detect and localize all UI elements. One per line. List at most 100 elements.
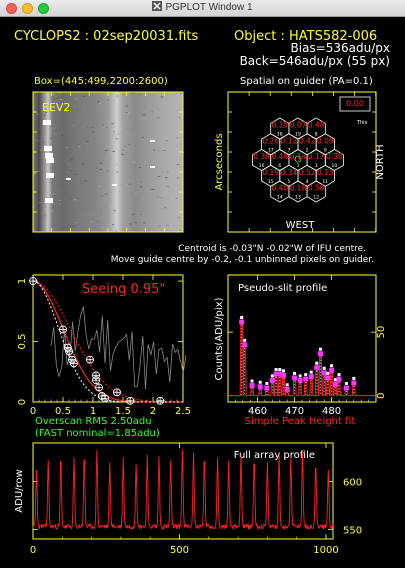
noise-speck (132, 161, 135, 163)
noise-speck (108, 198, 112, 200)
guider-ticks (227, 91, 377, 233)
window-titlebar[interactable]: PGPLOT Window 1 (0, 0, 405, 17)
noise-speck (179, 143, 183, 145)
slit-peak-square (269, 377, 275, 383)
noise-speck (67, 171, 69, 173)
slit-peak-square (273, 371, 279, 377)
fibre-value: 0.12 (281, 136, 298, 145)
noise-speck (160, 216, 164, 218)
seeing-point (156, 396, 165, 405)
noise-speck (128, 147, 130, 149)
noise-speck (40, 149, 43, 151)
bright-spot (66, 178, 71, 180)
noise-speck (171, 148, 174, 150)
window-controls (6, 3, 49, 14)
noise-speck (171, 178, 174, 180)
noise-speck (131, 102, 134, 104)
fibre-value: 0.07 (290, 121, 307, 130)
noise-speck (126, 127, 128, 129)
zoom-button[interactable] (38, 3, 49, 14)
noise-speck (33, 172, 37, 174)
noise-speck (115, 138, 118, 140)
fibre-number: 7 (287, 147, 290, 153)
noise-speck (102, 113, 104, 115)
noise-speck (33, 229, 36, 230)
seeing-ytick-label: 0 (17, 399, 28, 405)
fibre-number: 11 (322, 179, 328, 185)
image-ccd-label: EEV2 (42, 101, 70, 114)
seeing-point-cross (101, 394, 109, 402)
noise-speck (50, 210, 54, 212)
fibre-value: 0.19 (262, 168, 279, 177)
noise-speck (167, 171, 169, 173)
noise-speck (179, 229, 181, 231)
seeing-point (101, 394, 109, 403)
fibre-number: 8 (315, 132, 318, 138)
noise-speck (157, 176, 160, 178)
fibre-value: 0.48 (271, 152, 288, 161)
noise-speck (66, 141, 69, 142)
bright-spot (112, 184, 117, 186)
noise-speck (95, 108, 99, 110)
fibre-value: 0.14 (290, 152, 307, 161)
noise-speck (40, 141, 44, 143)
noise-speck (69, 224, 72, 226)
fibre-value: 0.48 (308, 121, 325, 130)
seeing-point-cross (156, 397, 164, 405)
fibre-value: 0.34 (281, 168, 298, 177)
seeing-point-cross (29, 277, 37, 285)
slit-peak-top (322, 366, 326, 370)
reference-fibre: 0.00 This (339, 96, 371, 126)
slit-peak-square (297, 377, 303, 383)
slit-xtick-label: 470 (285, 406, 304, 417)
noise-speck (79, 206, 82, 208)
slit-peak (277, 368, 283, 377)
noise-speck (53, 128, 55, 130)
noise-speck (54, 133, 57, 135)
seeing-xtick-label: 1.5 (115, 406, 131, 417)
seeing-point-cross (113, 388, 121, 396)
noise-speck (93, 123, 95, 125)
close-button[interactable] (6, 3, 17, 14)
minimize-button[interactable] (22, 3, 33, 14)
seeing-xtick-label: 0.5 (55, 406, 71, 417)
fibre-number: 17 (268, 147, 274, 153)
slit-peak-top (344, 382, 348, 386)
fibre-number: 1 (297, 163, 300, 169)
slit-peak-square (292, 375, 298, 381)
guider-north-label: NORTH (375, 144, 386, 179)
noise-speck (153, 149, 155, 151)
slit-peak-square (329, 367, 335, 373)
seeing-point (29, 277, 37, 285)
noise-speck (99, 168, 103, 170)
slit-panel: 460 470 480 0 50 Pseudo-slit profile Counts(… (214, 274, 387, 427)
noise-speck (103, 153, 105, 155)
seeing-point (69, 359, 78, 368)
noise-speck (58, 203, 61, 205)
bright-spot (45, 198, 53, 203)
noise-speck (67, 224, 69, 226)
seeing-xtick-label: 1 (90, 406, 96, 417)
noise-speck (70, 159, 72, 161)
fibre-number: 4 (306, 179, 309, 185)
noise-speck (74, 141, 76, 143)
noise-speck (35, 135, 37, 137)
noise-speck (55, 115, 58, 117)
noise-speck (163, 150, 166, 151)
noise-speck (45, 112, 47, 114)
fibre-value: 0.17 (308, 152, 325, 161)
header-object: Object : HATS582-006 (234, 29, 377, 44)
noise-speck (109, 149, 112, 151)
slit-peak-square (325, 375, 331, 381)
noise-speck (85, 141, 89, 142)
seeing-xtick-label: 2.5 (175, 406, 191, 417)
bright-spot (46, 173, 54, 178)
header-file: CYCLOPS2 : 02sep20031.fits (14, 29, 199, 44)
array-profile-line (32, 449, 334, 531)
slit-peak-top (304, 373, 308, 377)
centroid-line1: Centroid is -0.03"N -0.02"W of IFU centr… (178, 244, 366, 254)
noise-speck (175, 197, 178, 199)
seeing-xtick-label: 0 (30, 406, 36, 417)
noise-speck (160, 96, 164, 98)
slit-ytick-label: 50 (376, 326, 387, 339)
